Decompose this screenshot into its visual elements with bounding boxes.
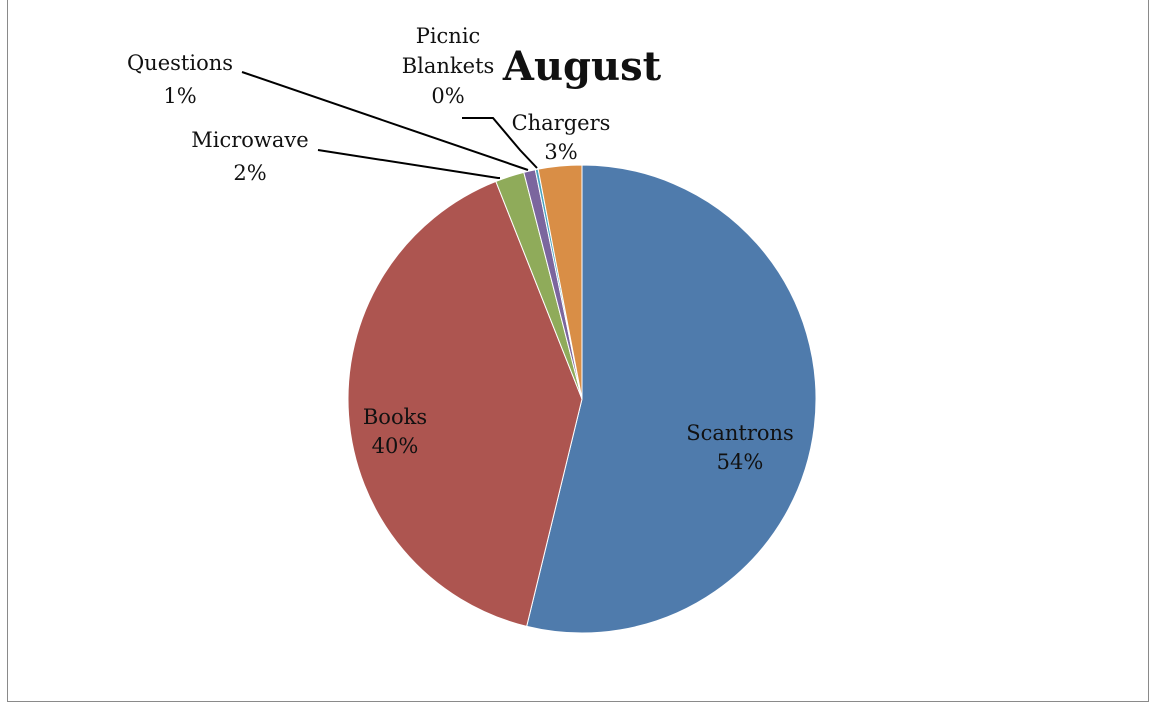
- slice-label-picnic-blankets-line2: Blankets: [402, 54, 495, 78]
- pie-slice-chargers: [537, 164, 583, 400]
- slice-percent-microwave: 2%: [233, 161, 266, 185]
- slice-labels: Scantrons 54% Books 40% Microwave 2% Questions…: [127, 24, 794, 474]
- slice-label-picnic-blankets-line1: Picnic: [416, 24, 481, 48]
- slice-label-microwave: Microwave: [191, 128, 308, 152]
- slice-label-scantrons: Scantrons: [686, 421, 794, 445]
- pie-slice-books: [347, 180, 583, 627]
- leader-line-questions: [241, 71, 529, 171]
- leader-lines: [241, 71, 538, 179]
- pie-slices: [347, 164, 817, 634]
- slice-percent-chargers: 3%: [544, 140, 577, 164]
- slice-percent-questions: 1%: [163, 84, 196, 108]
- slice-label-books: Books: [363, 405, 427, 429]
- leader-line-microwave: [317, 149, 500, 179]
- slice-percent-books: 40%: [372, 434, 419, 458]
- leader-line-picnic-blankets: [462, 117, 538, 169]
- slice-percent-picnic-blankets: 0%: [431, 84, 464, 108]
- pie-slice-scantrons: [526, 164, 817, 634]
- slice-label-questions: Questions: [127, 51, 233, 75]
- chart-title: August: [502, 43, 662, 90]
- slice-percent-scantrons: 54%: [717, 450, 764, 474]
- slice-label-chargers: Chargers: [512, 111, 611, 135]
